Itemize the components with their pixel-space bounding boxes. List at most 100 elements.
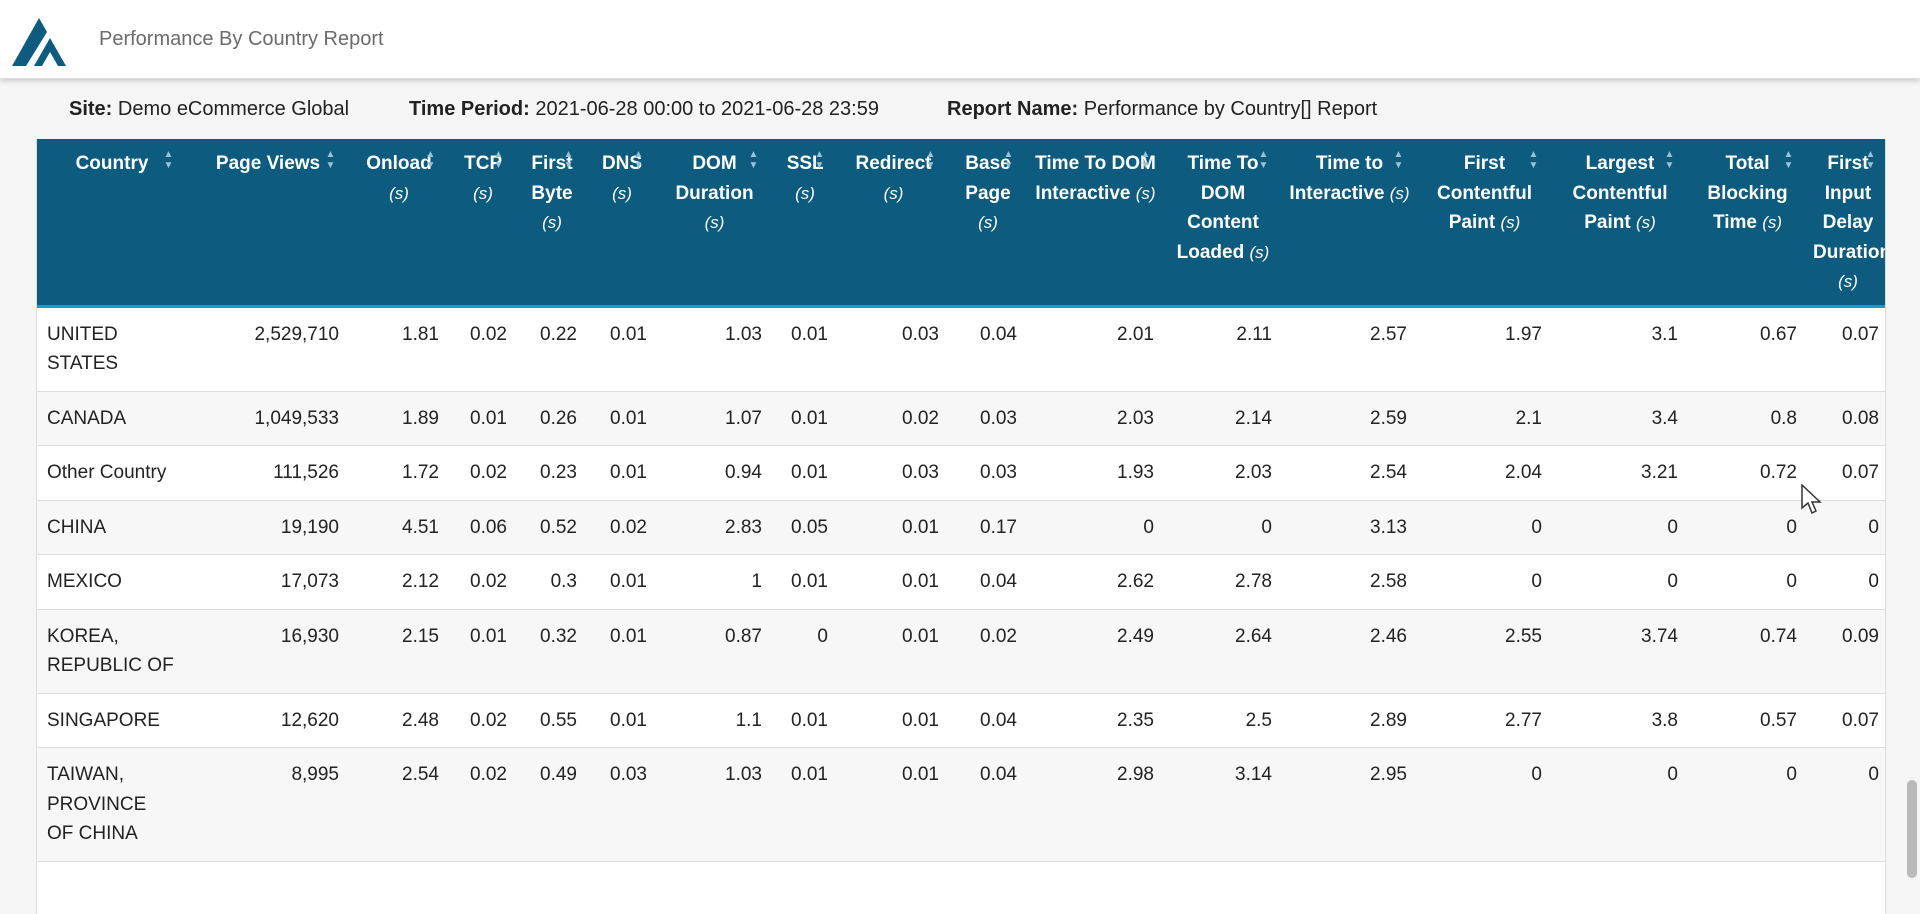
sort-arrows-icon[interactable]: ▲▼ (1393, 149, 1404, 171)
metric-cell: 0.01 (772, 445, 838, 501)
metric-cell: 0.02 (449, 693, 517, 748)
metric-cell: 0.02 (449, 554, 517, 610)
column-header[interactable]: Page Views ▲▼ (187, 139, 349, 308)
column-header[interactable]: DOM Duration (s) ▲▼ (657, 139, 772, 308)
sort-arrows-icon[interactable]: ▲▼ (1258, 149, 1269, 171)
column-header[interactable]: Base Page (s) ▲▼ (949, 139, 1027, 308)
column-header[interactable]: Country ▲▼ (37, 139, 187, 308)
sort-arrows-icon[interactable]: ▲▼ (425, 149, 436, 171)
sort-arrows-icon[interactable]: ▲▼ (633, 149, 644, 171)
metric-cell: 0.03 (838, 306, 949, 392)
report-name-info: Report Name: Performance by Country[] Re… (947, 98, 1377, 121)
sort-arrows-icon[interactable]: ▲▼ (1664, 149, 1675, 171)
metric-cell: 2.55 (1417, 609, 1552, 694)
metric-cell: 0.01 (587, 609, 657, 694)
column-header-unit: (s) (883, 183, 904, 203)
report-table-container: Country ▲▼ Page Views ▲▼ Onload (s) ▲▼ TCP (s)… (36, 139, 1886, 914)
column-header[interactable]: Time To DOM Content Loaded (s) ▲▼ (1164, 139, 1282, 308)
column-header-label: Time To DOM Interactive (1035, 153, 1156, 204)
metric-cell: 0.94 (657, 445, 772, 501)
column-header[interactable]: First Input Delay Duration (s) ▲▼ (1807, 139, 1885, 308)
sort-arrows-icon[interactable]: ▲▼ (563, 149, 574, 171)
metric-cell: 0.22 (517, 306, 587, 392)
metric-cell: 1.93 (1027, 445, 1164, 501)
column-header[interactable]: Total Blocking Time (s) ▲▼ (1688, 139, 1807, 308)
sort-arrows-icon[interactable]: ▲▼ (1783, 149, 1794, 171)
metric-cell: 0 (1027, 500, 1164, 555)
table-row: KOREA, REPUBLIC OF 16,930 2.15 0.01 0.32 0.01… (37, 609, 1885, 694)
column-header-unit: (s) (1389, 183, 1410, 203)
column-header[interactable]: Onload (s) ▲▼ (349, 139, 449, 308)
metric-cell: 4.51 (349, 500, 449, 555)
metric-cell: 0.05 (772, 500, 838, 555)
metric-cell: 1,049,533 (187, 391, 349, 446)
column-header[interactable]: SSL (s) ▲▼ (772, 139, 838, 308)
metric-cell: 1.03 (657, 306, 772, 392)
metric-cell: 2.48 (349, 693, 449, 748)
sort-arrows-icon[interactable]: ▲▼ (748, 149, 759, 171)
metric-cell: 0.01 (587, 306, 657, 392)
metric-cell: 2.59 (1282, 391, 1417, 446)
column-header[interactable]: Redirect (s) ▲▼ (838, 139, 949, 308)
sort-arrows-icon[interactable]: ▲▼ (1528, 149, 1539, 171)
column-header-label: Onload (366, 153, 432, 174)
sort-arrows-icon[interactable]: ▲▼ (1003, 149, 1014, 171)
metric-cell: 0.08 (1807, 391, 1885, 446)
sort-arrows-icon[interactable]: ▲▼ (163, 149, 174, 171)
metric-cell: 2.77 (1417, 693, 1552, 748)
metric-cell: 0.55 (517, 693, 587, 748)
metric-cell: 0.23 (517, 445, 587, 501)
report-name-value: Performance by Country[] Report (1083, 98, 1378, 120)
column-header[interactable]: First Byte (s) ▲▼ (517, 139, 587, 308)
column-header[interactable]: First Contentful Paint (s) ▲▼ (1417, 139, 1552, 308)
metric-cell: 12,620 (187, 693, 349, 748)
sort-arrows-icon[interactable]: ▲▼ (1865, 149, 1876, 171)
metric-cell: 0.02 (449, 306, 517, 392)
triangle-logo-icon[interactable] (12, 16, 66, 66)
column-header[interactable]: Largest Contentful Paint (s) ▲▼ (1552, 139, 1688, 308)
column-header[interactable]: TCP (s) ▲▼ (449, 139, 517, 308)
metric-cell: 2.01 (1027, 306, 1164, 392)
sort-arrows-icon[interactable]: ▲▼ (493, 149, 504, 171)
metric-cell: 0.01 (587, 693, 657, 748)
metric-cell: 3.74 (1552, 609, 1688, 694)
table-row: CANADA 1,049,533 1.89 0.01 0.26 0.01 1.07 0.01 0… (37, 391, 1885, 446)
metric-cell: 0.01 (838, 747, 949, 862)
mouse-cursor-icon (1801, 484, 1822, 515)
metric-cell: 2.46 (1282, 609, 1417, 694)
column-header[interactable]: Time to Interactive (s) ▲▼ (1282, 139, 1417, 308)
metric-cell: 2.04 (1417, 445, 1552, 501)
column-header[interactable]: DNS (s) ▲▼ (587, 139, 657, 308)
column-header-label: First Contentful Paint (1437, 153, 1532, 233)
column-header-label: SSL (786, 153, 824, 174)
column-header-label: Page Views (215, 153, 321, 174)
metric-cell: 2.14 (1164, 391, 1282, 446)
country-cell: MEXICO (37, 554, 187, 610)
metric-cell: 0.01 (449, 609, 517, 694)
metric-cell: 1.07 (657, 391, 772, 446)
vertical-scrollbar[interactable] (1907, 780, 1917, 878)
metric-cell: 2.54 (1282, 445, 1417, 501)
time-period-value: 2021-06-28 00:00 to 2021-06-28 23:59 (535, 98, 879, 120)
country-cell: KOREA, REPUBLIC OF (37, 609, 187, 694)
column-header-unit: (s) (704, 213, 725, 232)
metric-cell: 0.52 (517, 500, 587, 555)
metric-cell: 2.49 (1027, 609, 1164, 694)
metric-cell: 0 (772, 609, 838, 694)
metric-cell: 0.07 (1807, 693, 1885, 748)
metric-cell: 0.26 (517, 391, 587, 446)
metric-cell: 19,190 (187, 500, 349, 555)
metric-cell: 0.01 (772, 306, 838, 392)
column-header-unit: (s) (389, 183, 409, 203)
sort-arrows-icon[interactable]: ▲▼ (1140, 149, 1151, 171)
metric-cell: 0.02 (949, 609, 1027, 694)
column-header-label: Time to Interactive (1289, 153, 1385, 204)
metric-cell: 2.89 (1282, 693, 1417, 748)
country-cell: CANADA (37, 391, 187, 446)
country-cell: SINGAPORE (37, 693, 187, 748)
column-header[interactable]: Time To DOM Interactive (s) ▲▼ (1027, 139, 1164, 308)
sort-arrows-icon[interactable]: ▲▼ (325, 149, 336, 171)
sort-arrows-icon[interactable]: ▲▼ (814, 149, 825, 171)
metric-cell: 2.57 (1282, 306, 1417, 392)
sort-arrows-icon[interactable]: ▲▼ (925, 149, 936, 171)
